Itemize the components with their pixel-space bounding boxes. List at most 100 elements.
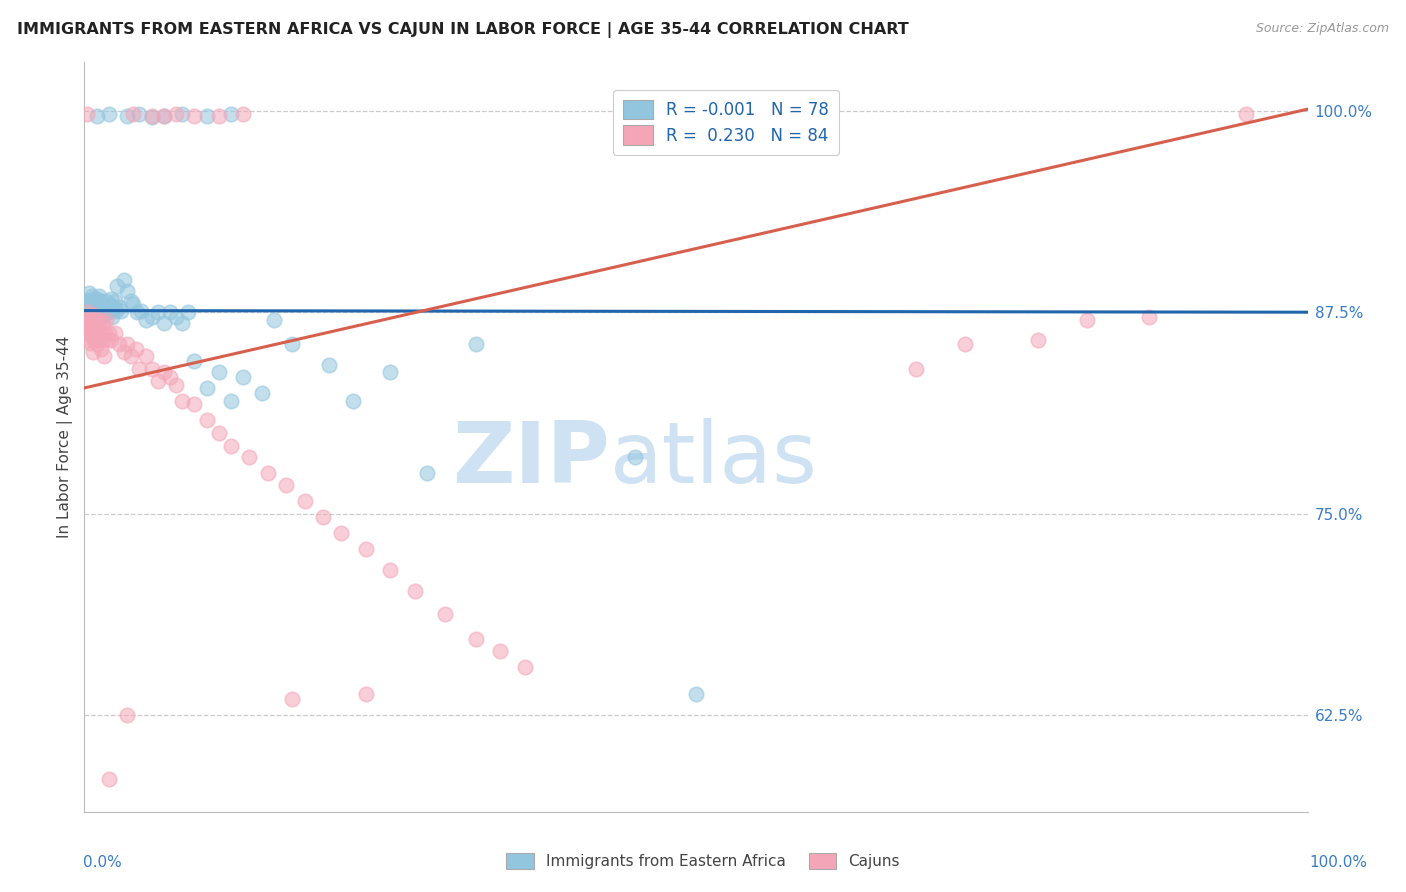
- Point: [153, 317, 176, 331]
- Point: [84, 326, 107, 340]
- Point: [128, 107, 150, 121]
- Point: [172, 317, 194, 331]
- Point: [257, 467, 280, 481]
- Point: [97, 297, 120, 311]
- Point: [685, 687, 707, 701]
- Point: [84, 303, 107, 318]
- Point: [98, 303, 121, 318]
- Point: [91, 303, 114, 318]
- Point: [208, 365, 231, 379]
- Point: [87, 329, 110, 343]
- Point: [77, 301, 100, 315]
- Point: [82, 299, 104, 313]
- Point: [107, 337, 129, 351]
- Point: [905, 361, 928, 376]
- Point: [219, 439, 242, 453]
- Point: [87, 297, 110, 311]
- Point: [115, 708, 138, 723]
- Point: [342, 393, 364, 408]
- Point: [129, 303, 152, 318]
- Point: [464, 632, 486, 647]
- Point: [76, 107, 98, 121]
- Point: [97, 772, 120, 787]
- Text: atlas: atlas: [610, 418, 818, 501]
- Point: [141, 361, 163, 376]
- Point: [195, 381, 218, 395]
- Point: [101, 310, 124, 324]
- Point: [82, 321, 104, 335]
- Point: [354, 687, 377, 701]
- Legend: Immigrants from Eastern Africa, Cajuns: Immigrants from Eastern Africa, Cajuns: [501, 847, 905, 875]
- Point: [97, 305, 120, 319]
- Point: [122, 297, 145, 311]
- Point: [219, 107, 242, 121]
- Point: [96, 313, 118, 327]
- Point: [82, 345, 104, 359]
- Point: [115, 285, 138, 299]
- Point: [83, 333, 105, 347]
- Point: [276, 477, 298, 491]
- Point: [93, 349, 115, 363]
- Point: [80, 289, 103, 303]
- Text: 0.0%: 0.0%: [83, 855, 122, 870]
- Point: [77, 285, 100, 300]
- Point: [79, 335, 101, 350]
- Point: [183, 109, 205, 123]
- Point: [208, 109, 231, 123]
- Point: [153, 109, 176, 123]
- Point: [195, 413, 218, 427]
- Text: ZIP: ZIP: [453, 418, 610, 501]
- Point: [318, 359, 340, 373]
- Point: [93, 309, 115, 323]
- Point: [624, 450, 647, 465]
- Point: [165, 107, 187, 121]
- Point: [135, 313, 157, 327]
- Point: [100, 293, 122, 307]
- Point: [330, 525, 353, 540]
- Y-axis label: In Labor Force | Age 35-44: In Labor Force | Age 35-44: [58, 336, 73, 538]
- Point: [80, 329, 103, 343]
- Point: [380, 563, 402, 577]
- Point: [141, 109, 163, 123]
- Point: [77, 313, 100, 327]
- Point: [312, 509, 335, 524]
- Point: [404, 584, 426, 599]
- Point: [77, 305, 100, 319]
- Point: [87, 313, 110, 327]
- Point: [172, 107, 194, 121]
- Point: [107, 301, 129, 315]
- Point: [464, 337, 486, 351]
- Point: [103, 301, 125, 315]
- Point: [86, 109, 108, 123]
- Legend: R = -0.001   N = 78, R =  0.230   N = 84: R = -0.001 N = 78, R = 0.230 N = 84: [613, 89, 839, 154]
- Point: [183, 353, 205, 368]
- Point: [135, 349, 157, 363]
- Point: [416, 467, 439, 481]
- Point: [77, 305, 100, 319]
- Point: [153, 109, 176, 123]
- Point: [80, 303, 103, 318]
- Point: [165, 310, 187, 324]
- Point: [87, 311, 110, 326]
- Text: IMMIGRANTS FROM EASTERN AFRICA VS CAJUN IN LABOR FORCE | AGE 35-44 CORRELATION C: IMMIGRANTS FROM EASTERN AFRICA VS CAJUN …: [17, 22, 908, 38]
- Point: [159, 305, 181, 319]
- Point: [104, 326, 127, 340]
- Point: [489, 643, 512, 657]
- Point: [513, 659, 536, 673]
- Point: [91, 297, 114, 311]
- Point: [79, 293, 101, 308]
- Point: [120, 349, 142, 363]
- Point: [87, 289, 110, 303]
- Point: [94, 303, 117, 318]
- Point: [115, 337, 138, 351]
- Point: [120, 293, 142, 308]
- Point: [1137, 310, 1160, 324]
- Point: [83, 313, 105, 327]
- Point: [294, 493, 316, 508]
- Point: [1236, 107, 1258, 121]
- Point: [77, 326, 100, 340]
- Point: [86, 293, 108, 307]
- Point: [86, 301, 108, 315]
- Point: [82, 293, 104, 307]
- Point: [159, 369, 181, 384]
